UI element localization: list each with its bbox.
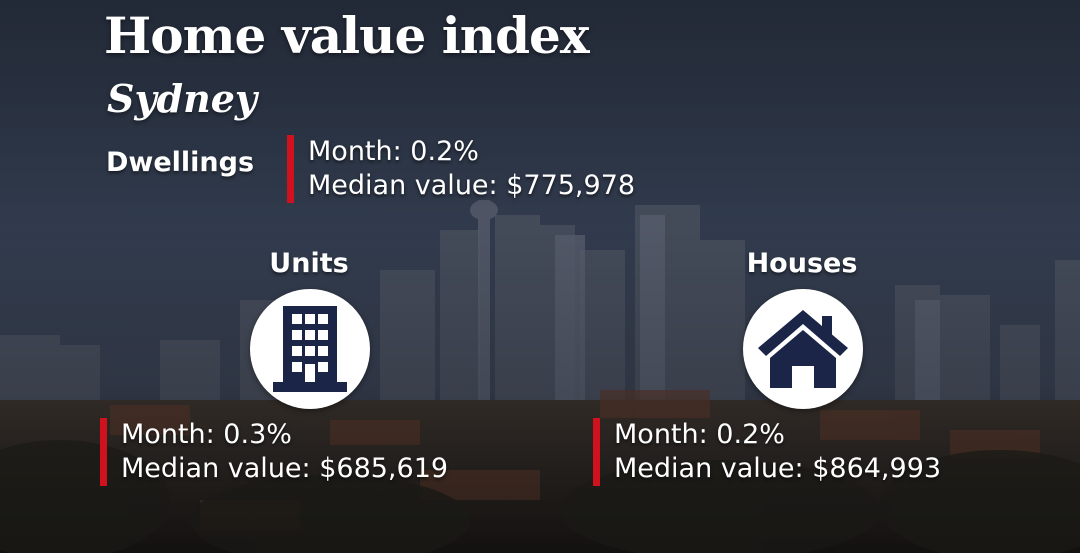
units-stats: Month: 0.3% Median value: $685,619: [100, 418, 448, 486]
units-icon-circle: [250, 289, 370, 409]
units-label: Units: [269, 248, 349, 279]
houses-icon-circle: [743, 289, 863, 409]
house-icon: [758, 310, 848, 388]
page-title: Home value index: [104, 6, 590, 65]
units-month-change: Month: 0.3%: [121, 419, 292, 450]
dwellings-median-value: Median value: $775,978: [308, 170, 636, 201]
houses-stats: Month: 0.2% Median value: $864,993: [593, 418, 941, 486]
dwellings-label: Dwellings: [106, 147, 255, 178]
houses-month-change: Month: 0.2%: [614, 419, 785, 450]
houses-label: Houses: [746, 248, 858, 279]
dwellings-month-change: Month: 0.2%: [308, 136, 479, 167]
apartment-building-icon: [273, 306, 347, 392]
dwellings-stats: Month: 0.2% Median value: $775,978: [287, 135, 635, 203]
houses-median-value: Median value: $864,993: [614, 453, 942, 484]
units-median-value: Median value: $685,619: [121, 453, 449, 484]
city-subtitle: Sydney: [107, 76, 257, 121]
